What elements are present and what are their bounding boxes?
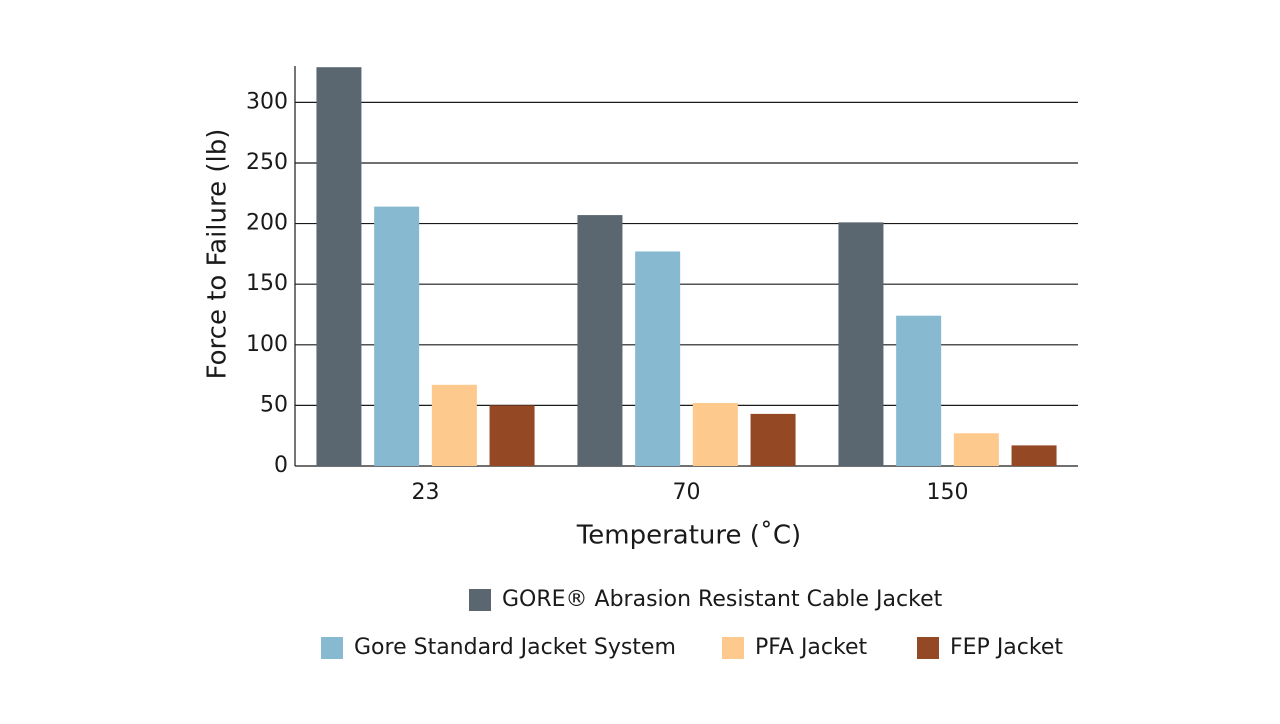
bar: [896, 315, 942, 466]
legend-swatch: [469, 589, 491, 611]
bar: [374, 206, 420, 466]
legend-label: PFA Jacket: [755, 635, 868, 660]
x-tick-label: 150: [927, 480, 969, 505]
legend-label: Gore Standard Jacket System: [354, 635, 676, 660]
y-tick-label: 50: [260, 392, 288, 417]
legend-swatch: [321, 637, 343, 659]
legend-swatch: [722, 637, 744, 659]
legend-label: GORE® Abrasion Resistant Cable Jacket: [502, 587, 943, 612]
legend-label: FEP Jacket: [950, 635, 1063, 660]
bar: [316, 67, 362, 466]
y-tick-label: 200: [246, 211, 288, 236]
y-tick-label: 100: [246, 332, 288, 357]
bar: [750, 413, 796, 466]
y-axis-label: Force to Failure (lb): [203, 129, 233, 380]
bar: [489, 405, 535, 466]
y-tick-label: 0: [274, 453, 288, 478]
bar: [635, 251, 681, 466]
x-tick-label: 23: [412, 480, 440, 505]
bar: [692, 402, 738, 466]
x-tick-label: 70: [673, 480, 701, 505]
y-tick-label: 300: [246, 89, 288, 114]
bar: [953, 433, 999, 466]
bar: [431, 384, 477, 466]
bar: [838, 222, 884, 466]
legend-swatch: [917, 637, 939, 659]
bar: [577, 215, 623, 466]
bar: [1011, 445, 1057, 466]
y-tick-label: 150: [246, 271, 288, 296]
x-axis-label: Temperature (˚C): [576, 521, 801, 551]
y-tick-label: 250: [246, 150, 288, 175]
